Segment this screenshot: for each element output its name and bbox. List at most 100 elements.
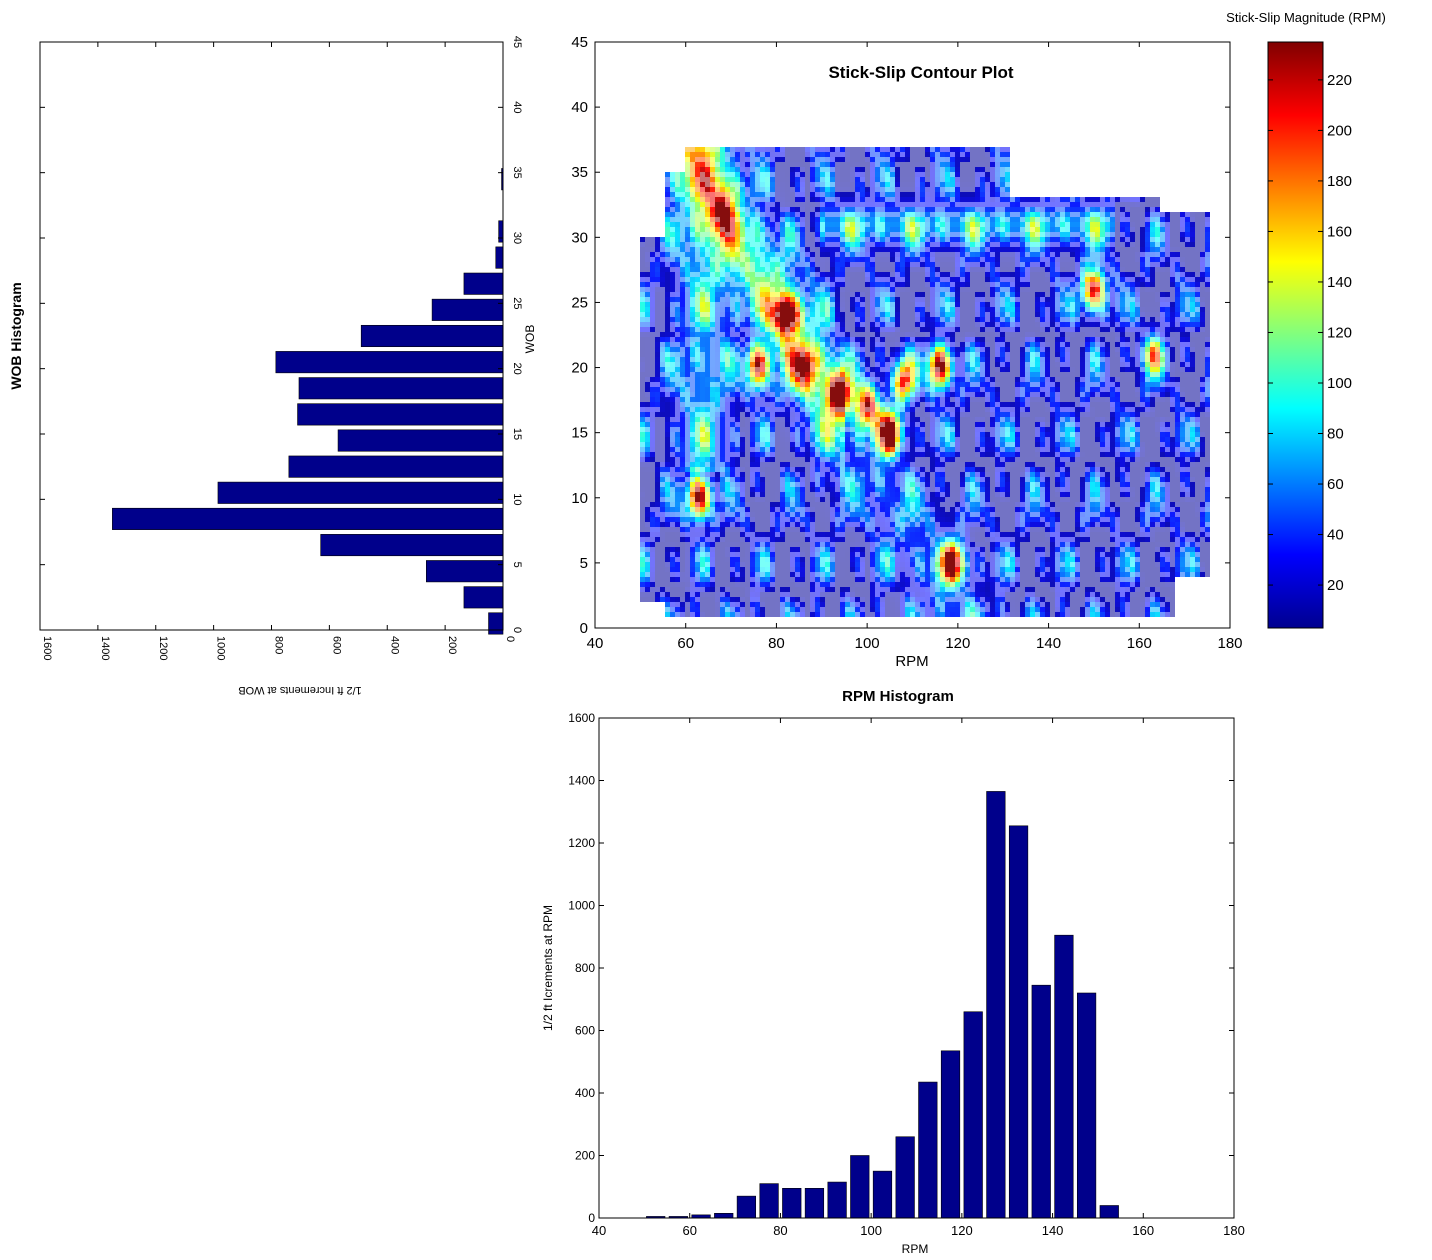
contour-cell bbox=[695, 607, 700, 612]
contour-cell bbox=[790, 457, 795, 462]
contour-cell bbox=[755, 497, 760, 502]
contour-cell bbox=[790, 567, 795, 572]
contour-cell bbox=[680, 592, 685, 597]
contour-cell bbox=[695, 352, 700, 357]
wob-y-axis-label: WOB bbox=[523, 325, 537, 354]
contour-cell bbox=[735, 312, 740, 317]
contour-cell bbox=[760, 442, 765, 447]
contour-cell bbox=[670, 212, 675, 217]
contour-cell bbox=[660, 502, 665, 507]
contour-cell bbox=[705, 532, 710, 537]
contour-cell bbox=[840, 462, 845, 467]
contour-cell bbox=[875, 327, 880, 332]
contour-cell bbox=[745, 552, 750, 557]
contour-cell bbox=[665, 182, 670, 187]
contour-cell bbox=[765, 167, 770, 172]
contour-cell bbox=[725, 567, 730, 572]
contour-cell bbox=[890, 547, 895, 552]
contour-cell bbox=[815, 547, 820, 552]
contour-cell bbox=[885, 177, 890, 182]
contour-cell bbox=[775, 297, 780, 302]
contour-cell bbox=[795, 152, 800, 157]
contour-cell bbox=[745, 397, 750, 402]
contour-cell bbox=[710, 267, 715, 272]
contour-cell bbox=[710, 202, 715, 207]
contour-cell bbox=[720, 582, 725, 587]
contour-cell bbox=[775, 417, 780, 422]
contour-cell bbox=[800, 477, 805, 482]
contour-cell bbox=[860, 587, 865, 592]
contour-cell bbox=[880, 512, 885, 517]
contour-cell bbox=[870, 267, 875, 272]
contour-cell bbox=[860, 302, 865, 307]
contour-cell bbox=[810, 172, 815, 177]
contour-cell bbox=[760, 357, 765, 362]
contour-cell bbox=[725, 202, 730, 207]
contour-cell bbox=[860, 267, 865, 272]
contour-cell bbox=[750, 327, 755, 332]
contour-cell bbox=[780, 522, 785, 527]
contour-cell bbox=[815, 182, 820, 187]
contour-cell bbox=[710, 502, 715, 507]
contour-cell bbox=[815, 357, 820, 362]
contour-cell bbox=[695, 512, 700, 517]
contour-cell bbox=[765, 492, 770, 497]
contour-cell bbox=[685, 602, 690, 607]
contour-cell bbox=[700, 522, 705, 527]
contour-cell bbox=[730, 472, 735, 477]
contour-cell bbox=[750, 262, 755, 267]
contour-cell bbox=[735, 197, 740, 202]
contour-cell bbox=[810, 382, 815, 387]
contour-cell bbox=[730, 237, 735, 242]
contour-cell bbox=[815, 607, 820, 612]
contour-cell bbox=[730, 417, 735, 422]
contour-cell bbox=[805, 492, 810, 497]
contour-cell bbox=[865, 607, 870, 612]
contour-cell bbox=[750, 277, 755, 282]
contour-cell bbox=[675, 502, 680, 507]
contour-cell bbox=[810, 512, 815, 517]
contour-cell bbox=[750, 507, 755, 512]
contour-cell bbox=[890, 442, 895, 447]
contour-cell bbox=[710, 602, 715, 607]
contour-cell bbox=[790, 572, 795, 577]
contour-cell bbox=[670, 277, 675, 282]
contour-cell bbox=[665, 507, 670, 512]
contour-cell bbox=[895, 287, 900, 292]
contour-cell bbox=[730, 157, 735, 162]
contour-cell bbox=[860, 537, 865, 542]
contour-cell bbox=[780, 557, 785, 562]
contour-cell bbox=[875, 192, 880, 197]
contour-cell bbox=[875, 442, 880, 447]
contour-cell bbox=[760, 592, 765, 597]
contour-cell bbox=[905, 387, 910, 392]
contour-cell bbox=[735, 247, 740, 252]
contour-cell bbox=[840, 552, 845, 557]
contour-cell bbox=[830, 452, 835, 457]
contour-cell bbox=[710, 407, 715, 412]
contour-cell bbox=[770, 337, 775, 342]
contour-cell bbox=[780, 602, 785, 607]
contour-cell bbox=[815, 447, 820, 452]
contour-cell bbox=[645, 402, 650, 407]
contour-cell bbox=[810, 577, 815, 582]
wob-x-tick-label: 400 bbox=[388, 636, 400, 654]
contour-cell bbox=[815, 592, 820, 597]
contour-cell bbox=[800, 527, 805, 532]
contour-cell bbox=[720, 307, 725, 312]
contour-cell bbox=[895, 572, 900, 577]
contour-cell bbox=[745, 212, 750, 217]
contour-cell bbox=[895, 462, 900, 467]
contour-cell bbox=[875, 537, 880, 542]
contour-cell bbox=[690, 592, 695, 597]
contour-cell bbox=[700, 507, 705, 512]
contour-cell bbox=[695, 392, 700, 397]
contour-cell bbox=[895, 152, 900, 157]
contour-cell bbox=[720, 277, 725, 282]
contour-cell bbox=[640, 477, 645, 482]
contour-cell bbox=[835, 442, 840, 447]
contour-cell bbox=[855, 177, 860, 182]
contour-cell bbox=[775, 592, 780, 597]
contour-cell bbox=[805, 447, 810, 452]
contour-cell bbox=[680, 582, 685, 587]
